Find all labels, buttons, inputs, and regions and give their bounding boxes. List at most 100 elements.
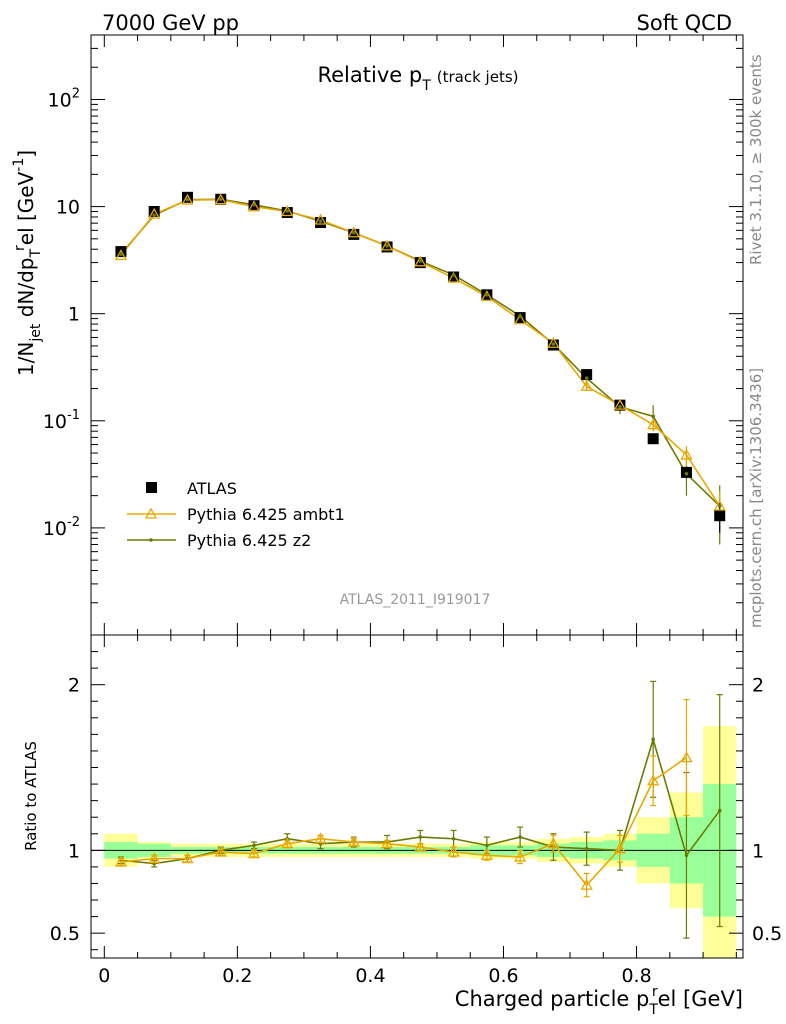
z2-point (185, 197, 190, 202)
ambt1-point (580, 379, 593, 391)
x-tick-label: 0.4 (355, 965, 385, 987)
ratio-ambt1-point (347, 835, 360, 847)
x-tick-label: 0.8 (621, 965, 651, 987)
y-tick-label-base: 10 (43, 518, 67, 540)
ratio-ambt1-point (214, 845, 227, 857)
ylabel-part-6: -1 (11, 158, 27, 172)
atlas-point (448, 271, 460, 283)
z2-point (218, 197, 223, 202)
legend-atlas-label: ATLAS (187, 479, 237, 498)
ratio-z2-point (418, 835, 423, 839)
header-right: Soft QCD (637, 11, 732, 35)
ratio-ambt1-point (580, 878, 593, 890)
ratio-z2-point (651, 737, 655, 742)
ratio-ambt1-point (181, 852, 194, 864)
y-tick-label: 1 (68, 304, 80, 326)
chart-title: Relative pT (track jets) (317, 63, 518, 94)
y-tick-label-base: 10 (43, 411, 67, 433)
rivet-label: Rivet 3.1.10, ≥ 300k events (747, 54, 765, 265)
z2-point (717, 504, 722, 508)
x-tick-label: 0.2 (222, 965, 252, 987)
ratio-z2-point (684, 853, 689, 858)
ratio-panel: 0 0.2 0.4 0.6 0.8 0.5 0.5 1 1 2 2 (50, 634, 782, 987)
ratio-ambt1-point (281, 837, 294, 849)
y-tick-label-exp: 2 (72, 86, 80, 101)
ratio-y-tick-label: 1 (68, 840, 80, 862)
ambt1-point (281, 205, 294, 217)
ratio-ambt1-point (547, 837, 560, 849)
ambt1-point (647, 418, 660, 430)
ambt1-point (447, 271, 460, 283)
mcplots-label: mcplots.cern.ch [arXiv:1306.3436] (747, 368, 765, 628)
ambt1-point (547, 336, 560, 348)
ratio-ambt1-point (414, 840, 427, 852)
ratio-ambt1-point (647, 774, 660, 786)
y-tick-label-exp: -2 (67, 515, 80, 530)
ambt1-point (713, 499, 726, 511)
ambt1-point (114, 249, 128, 261)
ambt1-point (148, 207, 161, 219)
xlabel-sub: T (648, 1002, 658, 1018)
ylabel-part-0: 1/N (14, 342, 38, 376)
atlas-point (181, 191, 193, 203)
z2-point (385, 244, 389, 248)
z2-point (119, 252, 123, 256)
ratio-y-tick-label-right: 1 (752, 840, 764, 862)
ratio-y-tick-label-right: 2 (752, 675, 764, 697)
xlabel-sup: r (652, 984, 658, 1000)
ambt1-point (480, 290, 493, 302)
atlas-point (581, 369, 593, 381)
ratio-ambt1-point (148, 852, 161, 864)
series-line-pythia-6-425-z2 (120, 198, 721, 507)
legend: ATLAS Pythia 6.425 ambt1 Pythia 6.425 z2 (127, 479, 345, 550)
xlabel-main: Charged particle p (455, 987, 650, 1011)
ratio-ambt1-point (613, 842, 627, 854)
y-tick-label-base: 1 (68, 304, 80, 326)
z2-point (584, 376, 589, 380)
x-axis-label: Charged particle pTrel [GeV] (455, 984, 743, 1018)
legend-z2-label: Pythia 6.425 z2 (187, 531, 311, 550)
legend-z2-marker (149, 538, 153, 542)
ylabel-part-1: jet (28, 323, 44, 343)
ratio-z2-point (252, 843, 256, 848)
z2-point (152, 213, 157, 218)
ratio-y-tick-label: 2 (68, 675, 80, 697)
main-ylabel: 1/Njet dN/dpTrel [GeV-1] (11, 150, 44, 376)
z2-point (651, 414, 655, 419)
ambt1-point (514, 313, 527, 325)
atlas-point (714, 510, 726, 522)
analysis-id: ATLAS_2011_I919017 (340, 592, 491, 608)
y-tick-label-base: 10 (56, 197, 80, 219)
x-tick-label: 0.6 (488, 965, 518, 987)
ratio-line-triangle (120, 756, 687, 887)
ratio-y-tick-label-right: 0.5 (752, 923, 782, 945)
ambt1-point (680, 448, 693, 460)
ambt1-point (181, 193, 194, 205)
z2-point (485, 293, 489, 297)
ratio-z2-point (485, 843, 489, 848)
ylabel-part-2: dN/dp (14, 257, 38, 323)
ylabel-part-3: T (28, 248, 44, 258)
title-sub: T (421, 78, 431, 94)
ratio-ambt1-point (480, 848, 493, 860)
legend-ambt1-label: Pythia 6.425 ambt1 (187, 505, 345, 524)
ratio-z2-point (518, 835, 522, 839)
ratio-z2-point (717, 808, 722, 813)
ambt1-point (247, 200, 261, 212)
ambt1-point (347, 226, 360, 238)
z2-point (252, 202, 256, 207)
atlas-point (148, 205, 160, 217)
ratio-ambt1-point (380, 837, 394, 849)
ratio-ambt1-point (680, 751, 693, 763)
title-main: Relative p (317, 63, 422, 87)
atlas-point (647, 433, 659, 445)
y-tick-label-exp: -1 (67, 408, 80, 423)
ylabel-part-5: el [GeV (14, 171, 38, 245)
ratio-ambt1-point (247, 847, 261, 859)
ratio-z2-point (451, 836, 456, 841)
ratio-ambt1-point (447, 845, 460, 857)
series-line-pythia-6-425-ambt1 (120, 198, 721, 507)
ylabel-part-7: ] (14, 150, 38, 158)
